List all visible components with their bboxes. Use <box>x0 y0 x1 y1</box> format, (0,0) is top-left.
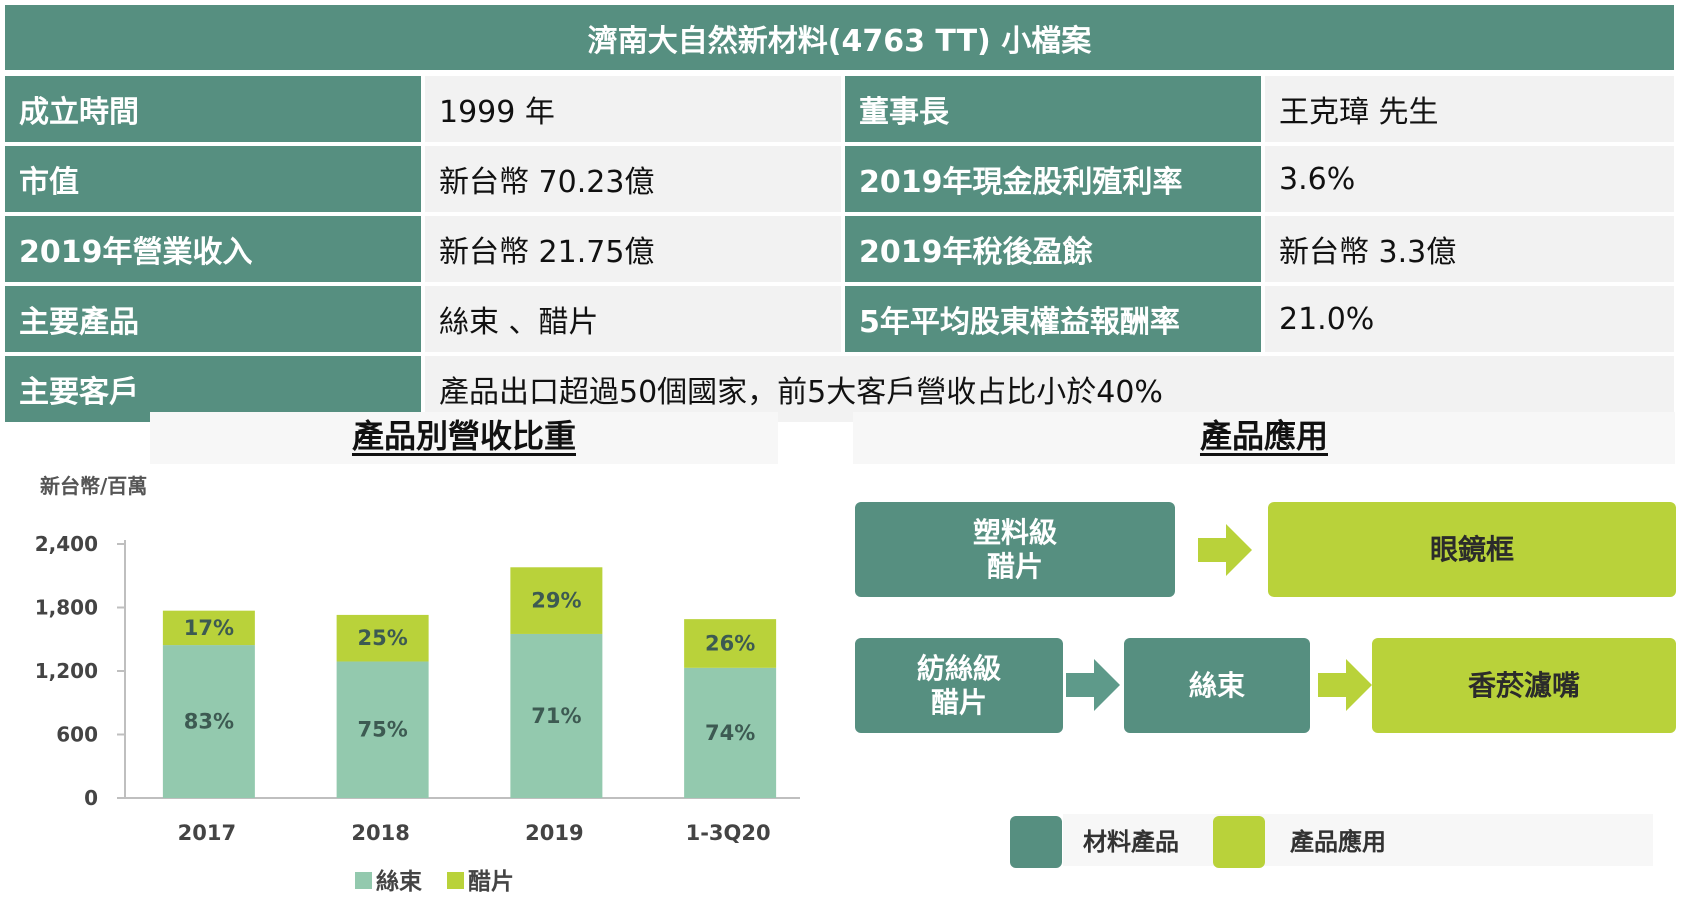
data-label: 29% <box>531 589 581 613</box>
profile-value: 新台幣 70.23億 <box>425 146 841 212</box>
profile-value: 新台幣 21.75億 <box>425 216 841 282</box>
y-tick-label: 0 <box>84 786 98 810</box>
profile-value: 1999 年 <box>425 76 841 142</box>
legend-swatch <box>355 872 372 889</box>
application-section-title: 產品應用 <box>853 412 1675 464</box>
application-legend <box>1063 814 1653 866</box>
legend-swatch <box>447 872 464 889</box>
profile-label: 主要客戶 <box>5 356 421 422</box>
profile-label: 2019年營業收入 <box>5 216 421 282</box>
profile-label: 市值 <box>5 146 421 212</box>
x-tick-label: 1-3Q20 <box>686 821 771 845</box>
profile-label: 董事長 <box>845 76 1261 142</box>
chart-section-title: 產品別營收比重 <box>150 412 778 464</box>
y-tick-label: 600 <box>56 723 98 747</box>
bar-tow <box>162 645 255 798</box>
profile-label: 成立時間 <box>5 76 421 142</box>
data-label: 17% <box>184 616 234 640</box>
data-label: 25% <box>357 626 407 650</box>
eyeglass-frame-box: 眼鏡框 <box>1268 502 1676 597</box>
profile-value: 新台幣 3.3億 <box>1265 216 1674 282</box>
profile-row: 成立時間 1999 年董事長 王克璋 先生 <box>5 76 1674 142</box>
profile-label: 主要產品 <box>5 286 421 352</box>
profile-value: 3.6% <box>1265 146 1674 212</box>
page-title: 濟南大自然新材料(4763 TT) 小檔案 <box>5 5 1674 70</box>
bar-flake <box>510 567 603 634</box>
tow-box: 絲束 <box>1124 638 1310 733</box>
bar-tow <box>510 633 603 798</box>
profile-row: 主要產品 絲束 、醋片 5年平均股東權益報酬率 21.0% <box>5 286 1674 352</box>
application-legend-label: 產品應用 <box>1290 828 1386 856</box>
cigarette-filter-box: 香菸濾嘴 <box>1372 638 1676 733</box>
bar-tow <box>336 661 429 798</box>
revenue-mix-chart: 0 600 1,200 1,800 2,400 83% 17% 2017 75% 25% 2018 7… <box>35 532 800 895</box>
profile-value: 絲束 、醋片 <box>425 286 841 352</box>
bar-flake <box>162 610 255 646</box>
bar-tow <box>684 667 777 798</box>
y-tick-label: 2,400 <box>35 532 98 556</box>
profile-label: 5年平均股東權益報酬率 <box>845 286 1261 352</box>
legend-label: 醋片 <box>468 869 514 895</box>
material-legend-label: 材料產品 <box>1083 828 1179 856</box>
right-arrow-icon <box>1318 659 1372 711</box>
y-tick-label: 1,800 <box>35 596 98 620</box>
textile-grade-acetate-box: 紡絲級 醋片 <box>855 638 1063 733</box>
application-legend-swatch <box>1213 816 1265 868</box>
x-tick-label: 2019 <box>525 821 583 845</box>
data-label: 26% <box>705 631 755 655</box>
plastic-grade-acetate-box: 塑料級 醋片 <box>855 502 1175 597</box>
x-tick-label: 2018 <box>351 821 409 845</box>
profile-value: 產品出口超過50個國家，前5大客戶營收占比小於40% <box>425 356 1674 422</box>
data-label: 83% <box>184 710 234 734</box>
material-legend-swatch <box>1010 816 1062 868</box>
y-tick-label: 1,200 <box>35 659 98 683</box>
bar-flake <box>684 619 777 668</box>
legend-label: 絲束 <box>376 868 423 895</box>
profile-value: 21.0% <box>1265 286 1674 352</box>
profile-row: 主要客戶 產品出口超過50個國家，前5大客戶營收占比小於40% <box>5 356 1674 422</box>
data-label: 71% <box>531 704 581 728</box>
data-label: 75% <box>357 718 407 742</box>
profile-value: 王克璋 先生 <box>1265 76 1674 142</box>
right-arrow-icon <box>1066 659 1120 711</box>
bar-flake <box>336 614 429 662</box>
data-label: 74% <box>705 721 755 745</box>
profile-label: 2019年現金股利殖利率 <box>845 146 1261 212</box>
right-arrow-icon <box>1198 524 1252 576</box>
chart-unit-label: 新台幣/百萬 <box>40 474 148 498</box>
x-tick-label: 2017 <box>178 821 236 845</box>
profile-label: 2019年稅後盈餘 <box>845 216 1261 282</box>
profile-row: 市值 新台幣 70.23億 2019年現金股利殖利率 3.6% <box>5 146 1674 212</box>
profile-row: 2019年營業收入 新台幣 21.75億 2019年稅後盈餘 新台幣 3.3億 <box>5 216 1674 282</box>
